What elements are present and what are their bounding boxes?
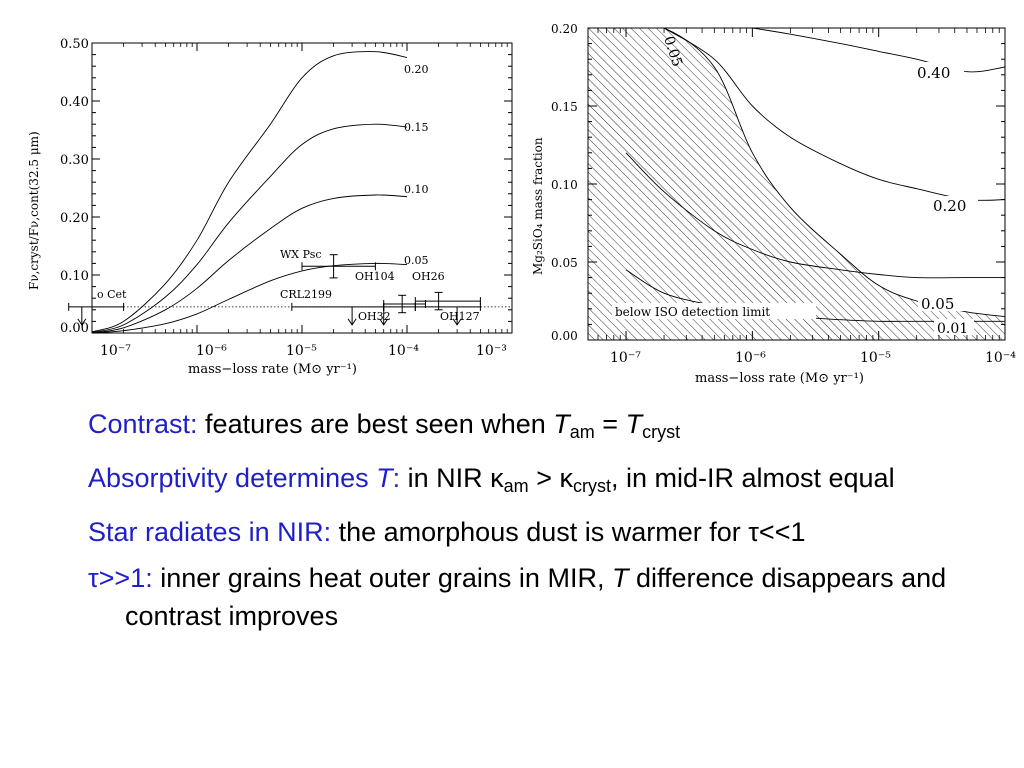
left-xlabel: mass−loss rate (M⊙ yr⁻¹): [188, 362, 357, 377]
left-curve-label-0.10: 0.10: [404, 183, 429, 196]
left-chart: 0.50 0.40 0.30 0.20 0.10 0.00 10⁻⁷ 10⁻⁶ …: [27, 37, 513, 377]
subscript: am: [569, 422, 595, 442]
left-curve-label-0.05: 0.05: [404, 254, 429, 267]
left-axis-ticks: [91, 42, 513, 334]
left-ytick-0.00: 0.00: [60, 321, 89, 336]
right-label-bg-0.20: [930, 196, 978, 214]
right-ytick-0.10: 0.10: [551, 178, 578, 192]
subscript: cryst: [572, 476, 611, 496]
upper-limit-arrowhead: [77, 318, 87, 326]
left-xtick-1e-3: 10⁻³: [476, 343, 507, 359]
right-contour-label-0.20: 0.20: [933, 197, 966, 215]
left-ylabel: Fν,cryst/Fν,cont(32.5 μm): [27, 131, 41, 290]
right-xtick-1e-7: 10⁻⁷: [610, 350, 641, 366]
right-contour-0.05: [625, 152, 1005, 279]
left-star-label-oh26: OH26: [412, 270, 445, 283]
left-curve-0.10: [92, 194, 408, 333]
right-xtick-1e-4: 10⁻⁴: [985, 350, 1016, 366]
bullet-head: τ>>1:: [88, 563, 153, 593]
bullet-text: inner grains heat outer grains in MIR,: [152, 563, 612, 593]
right-label-bg-0.40: [914, 62, 964, 80]
bullet-list: Contrast: features are best seen when Ta…: [88, 405, 988, 643]
right-contour-label-0.05: 0.05: [921, 295, 954, 313]
upper-limit-arrowhead: [452, 318, 462, 326]
right-ytick-0.05: 0.05: [551, 256, 578, 270]
left-star-label-oh127: OH127: [440, 310, 480, 323]
left-ytick-0.10: 0.10: [60, 269, 89, 284]
bullet-head-var: T: [376, 463, 393, 493]
right-contour-label-0.40: 0.40: [917, 64, 950, 82]
right-xtick-1e-5: 10⁻⁵: [860, 350, 891, 366]
bullet-text: =: [594, 409, 626, 439]
var-t: T: [553, 409, 570, 439]
left-ytick-0.20: 0.20: [60, 211, 89, 226]
right-ylabel: Mg₂SiO₄ mass fraction: [531, 137, 545, 275]
right-region-label-bg: [612, 303, 816, 319]
var-t: T: [611, 563, 629, 593]
right-ytick-0.00: 0.00: [551, 329, 578, 343]
left-curve-label-0.20: 0.20: [404, 63, 429, 76]
right-label-bg-0.01: [934, 319, 974, 335]
subscript: am: [503, 476, 529, 496]
right-chart: 0.20 0.15 0.10 0.05 0.00 10⁻⁷ 10⁻⁶ 10⁻⁵ …: [531, 22, 1016, 386]
subscript: cryst: [642, 422, 681, 442]
right-contour-label-0.01: 0.01: [937, 321, 968, 337]
left-curve-0.05: [92, 262, 408, 333]
bullet-absorptivity: Absorptivity determines T: in NIR κam > …: [88, 459, 988, 505]
left-curve-0.15: [92, 123, 408, 333]
bullet-text: features are best seen when: [197, 409, 554, 439]
bullet-head-colon: :: [392, 463, 401, 493]
bullet-text: > κ: [528, 463, 573, 493]
left-xtick-1e-4: 10⁻⁴: [388, 343, 419, 359]
left-star-label-crl2199: CRL2199: [280, 288, 332, 301]
left-xtick-1e-5: 10⁻⁵: [286, 343, 317, 359]
bullet-star-radiates: Star radiates in NIR: the amorphous dust…: [88, 513, 988, 551]
right-xtick-1e-6: 10⁻⁶: [735, 350, 766, 366]
left-ytick-0.50: 0.50: [60, 37, 89, 52]
left-xtick-1e-7: 10⁻⁷: [100, 343, 131, 359]
left-curve-0.20: [92, 51, 408, 333]
left-star-label-oh32: OH32: [358, 310, 391, 323]
bullet-head: Absorptivity determines: [88, 463, 377, 493]
left-curve-label-0.15: 0.15: [404, 121, 429, 134]
right-hatched-region: [588, 28, 1005, 340]
right-ytick-0.15: 0.15: [551, 100, 578, 114]
left-star-label-o-cet: o Cet: [97, 288, 127, 301]
left-ytick-0.40: 0.40: [60, 95, 89, 110]
upper-limit-arrowhead: [347, 318, 357, 326]
right-axis-ticks: [587, 27, 1006, 341]
bullet-head: Star radiates in NIR:: [88, 517, 332, 547]
left-star-markers: [68, 254, 481, 326]
left-ytick-0.30: 0.30: [60, 153, 89, 168]
bullet-text: , in mid-IR almost equal: [610, 463, 895, 493]
left-star-label-oh104: OH104: [355, 270, 395, 283]
bullet-text: difference disappears and contrast impro…: [125, 563, 947, 631]
bullet-text: in NIR κ: [400, 463, 504, 493]
right-label-bg-0.05: [918, 294, 966, 311]
bullet-head: Contrast:: [88, 409, 198, 439]
left-star-label-wx-psc: WX Psc: [280, 248, 322, 261]
bullet-text: the amorphous dust is warmer for τ<<1: [331, 517, 806, 547]
bullet-tau-large: τ>>1: inner grains heat outer grains in …: [88, 559, 988, 635]
right-ytick-0.20: 0.20: [551, 22, 578, 36]
right-xlabel: mass−loss rate (M⊙ yr⁻¹): [695, 371, 864, 386]
right-region-label: below ISO detection limit: [615, 305, 770, 319]
left-xtick-1e-6: 10⁻⁶: [196, 343, 227, 359]
bullet-contrast: Contrast: features are best seen when Ta…: [88, 405, 988, 451]
var-t: T: [625, 409, 643, 439]
right-contour-0.40: [752, 28, 1005, 73]
upper-limit-arrowhead: [379, 318, 389, 326]
